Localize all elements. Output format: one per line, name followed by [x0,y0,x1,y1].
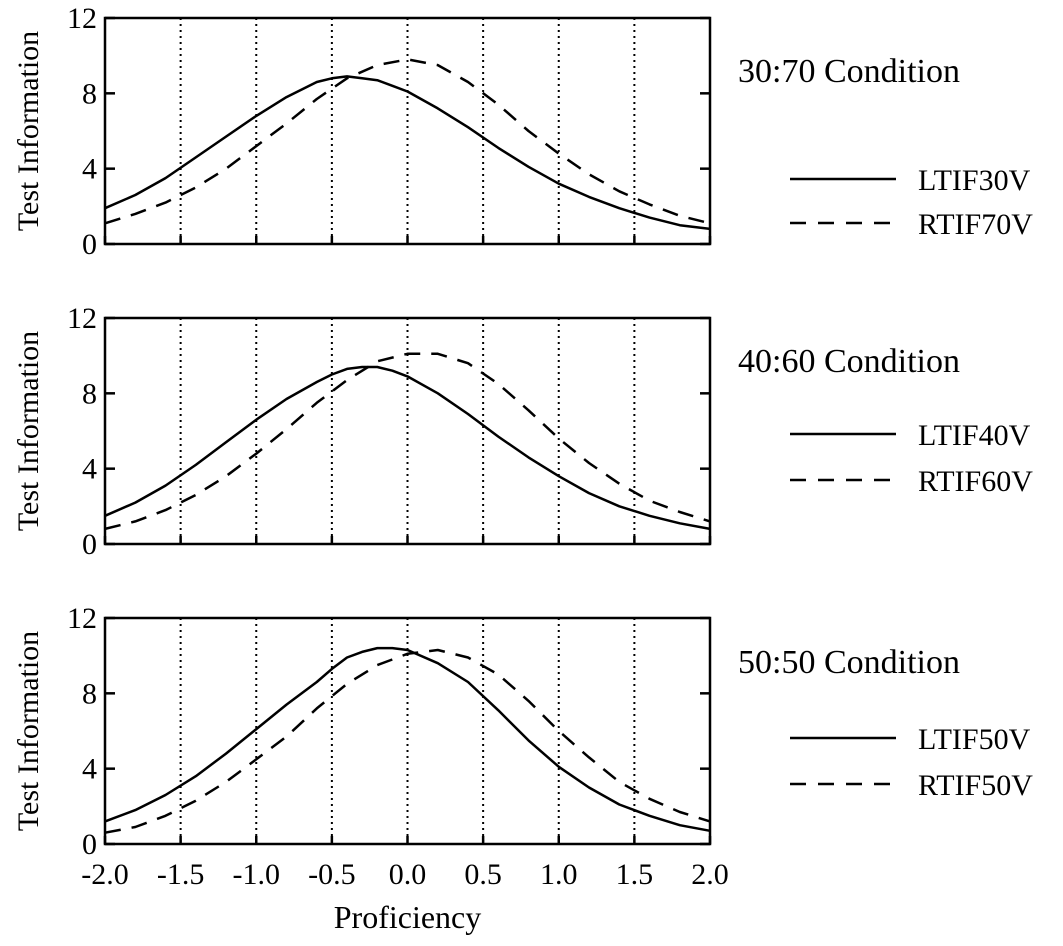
x-tick-label: 2.0 [691,858,729,891]
x-tick-label: -2.0 [81,858,129,891]
legend-label: LTIF30V [918,164,1031,197]
y-tick-label: 8 [82,677,97,710]
x-tick-label: -0.5 [308,858,356,891]
legend-label: RTIF50V [918,769,1033,802]
legend-label: RTIF70V [918,208,1033,241]
series-line-LTIF40V [104,365,711,531]
condition-title: 30:70 Condition [738,53,960,90]
y-axis-label: Test Information [12,31,45,231]
y-tick-label: 4 [82,153,97,186]
series-line-LTIF50V [104,646,711,833]
x-tick-label: -1.0 [233,858,281,891]
panel-1: 0 4 8 12 Test Information 30:70 Condition LTIF… [12,2,1033,261]
x-tick-label: 0.5 [464,858,502,891]
y-tick-label: 8 [82,377,97,410]
y-axis-label: Test Information [12,331,45,531]
legend-label: LTIF40V [918,419,1031,452]
y-tick-label: 0 [82,228,97,261]
y-axis-label: Test Information [12,631,45,831]
legend-label: LTIF50V [918,723,1031,756]
panel-3: 0 4 8 12 -2.0 -1.5 -1.0 -0.5 0.0 0.5 1.0 1.5 2.0 Test… [12,602,1033,935]
y-tick-label: 0 [82,528,97,561]
x-tick-label: 1.0 [540,858,578,891]
x-tick-label: -1.5 [157,858,205,891]
condition-title: 50:50 Condition [738,644,960,681]
y-tick-label: 4 [82,453,97,486]
y-tick-label: 12 [67,302,97,335]
series-line-RTIF60V [104,352,711,531]
legend: LTIF30V RTIF70V [790,164,1033,241]
legend: LTIF40V RTIF60V [790,419,1033,498]
y-tick-label: 12 [67,602,97,635]
series-line-LTIF30V [104,75,711,231]
panel-2: 0 4 8 12 Test Information 40:60 Condition LTIF… [12,302,1033,561]
x-tick-label: 0.0 [389,858,427,891]
series-line-RTIF70V [104,58,711,225]
legend-label: RTIF60V [918,465,1033,498]
y-tick-label: 8 [82,77,97,110]
y-tick-label: 0 [82,828,97,861]
series-line-RTIF50V [104,648,711,834]
y-tick-label: 4 [82,753,97,786]
x-tick-label: 1.5 [616,858,654,891]
legend: LTIF50V RTIF50V [790,723,1033,802]
y-tick-label: 12 [67,2,97,35]
x-axis-label: Proficiency [334,899,482,935]
condition-title: 40:60 Condition [738,343,960,380]
